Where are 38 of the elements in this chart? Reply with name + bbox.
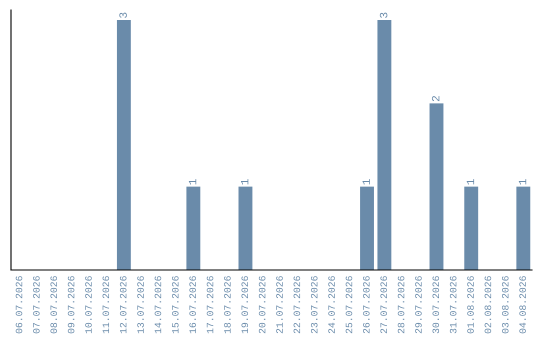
data-label: 1 bbox=[241, 179, 248, 184]
x-tick-label: 11.07.2026 bbox=[102, 276, 110, 334]
x-tick-label: 04.08.2026 bbox=[519, 276, 526, 334]
x-tick-label: 25.07.2026 bbox=[346, 276, 352, 334]
x-tick-label: 18.07.2026 bbox=[224, 276, 231, 334]
x-tick-label: 20.07.2026 bbox=[258, 276, 266, 334]
x-tick-label: 10.07.2026 bbox=[85, 276, 92, 334]
data-label: 1 bbox=[518, 179, 526, 184]
x-tick-label: 26.07.2026 bbox=[363, 276, 370, 334]
x-tick-label: 16.07.2026 bbox=[189, 276, 196, 334]
x-tick-label: 30.07.2026 bbox=[432, 276, 440, 334]
x-tick-label: 21.07.2026 bbox=[276, 276, 283, 334]
x-tick-label: 28.07.2026 bbox=[398, 276, 404, 334]
x-tick-label: 03.08.2026 bbox=[502, 276, 509, 334]
x-tick-label: 07.07.2026 bbox=[33, 276, 40, 334]
data-label: 3 bbox=[119, 12, 127, 18]
x-tick-label: 24.07.2026 bbox=[328, 276, 335, 334]
data-label: 1 bbox=[362, 179, 370, 184]
x-tick-label: 14.07.2026 bbox=[154, 276, 162, 334]
x-tick-label: 23.07.2026 bbox=[310, 276, 318, 334]
x-tick-label: 29.07.2026 bbox=[415, 276, 422, 334]
x-tick-label: 02.08.2026 bbox=[484, 276, 492, 334]
x-tick-label: 15.07.2026 bbox=[172, 276, 179, 334]
x-tick-label: 17.07.2026 bbox=[206, 276, 214, 334]
x-tick-label: 13.07.2026 bbox=[137, 276, 144, 334]
x-tick-label: 22.07.2026 bbox=[294, 276, 300, 334]
data-label: 1 bbox=[188, 179, 196, 184]
x-tick-label: 01.08.2026 bbox=[467, 276, 474, 334]
x-tick-label: 08.07.2026 bbox=[50, 276, 58, 334]
x-tick-label: 12.07.2026 bbox=[120, 276, 126, 334]
data-label: 2 bbox=[432, 96, 440, 102]
data-label: 3 bbox=[380, 12, 388, 18]
x-tick-label: 19.07.2026 bbox=[241, 276, 248, 334]
data-label: 1 bbox=[466, 179, 474, 184]
x-tick-label: 09.07.2026 bbox=[68, 276, 74, 334]
x-tick-label: 06.07.2026 bbox=[16, 276, 22, 334]
x-tick-label: 31.07.2026 bbox=[450, 276, 456, 334]
x-tick-label: 27.07.2026 bbox=[380, 276, 387, 334]
